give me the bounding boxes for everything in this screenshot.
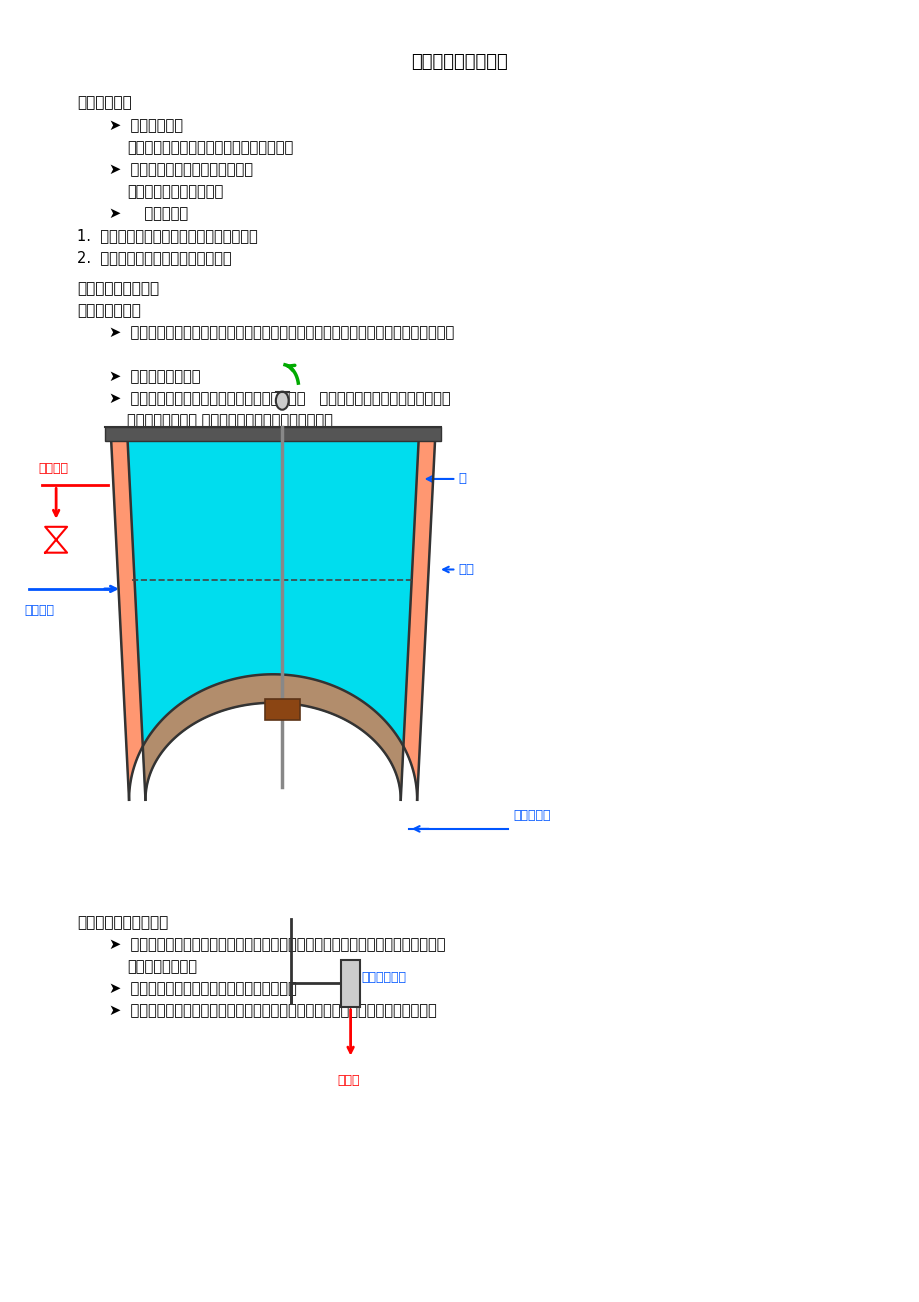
Polygon shape [110,434,435,799]
Text: ➤  优点：结构简单。: ➤ 优点：结构简单。 [108,368,200,384]
Circle shape [276,392,289,410]
Text: 加热蒸气: 加热蒸气 [38,462,68,475]
Text: ➤  结构：夹套式换热器主要用于反应过程的加热或冷却，是在容器外壁安装夹套制成。: ➤ 结构：夹套式换热器主要用于反应过程的加热或冷却，是在容器外壁安装夹套制成。 [108,326,454,340]
Text: 冷凝水出口: 冷凝水出口 [512,810,550,823]
Text: 换热器的分类: 换热器的分类 [77,95,131,109]
Text: 加热器、冷却器、冷凝器、蒸发器和再沸器: 加热器、冷却器、冷凝器、蒸发器和再沸器 [127,141,293,155]
Bar [341,960,359,1006]
Polygon shape [127,434,418,799]
Text: 换热器的结构和分类: 换热器的结构和分类 [411,53,508,72]
Text: ➤  结构：这种换热器多以金属管子绕成，或制成各种与容器相适应的情况，并沉浸在: ➤ 结构：这种换热器多以金属管子绕成，或制成各种与容器相适应的情况，并沉浸在 [108,937,445,952]
Text: ➤  按冷热流体热量交换方式分类：: ➤ 按冷热流体热量交换方式分类： [108,161,253,177]
Text: 一、夹套换热器: 一、夹套换热器 [77,303,141,318]
Bar [265,699,300,720]
Text: 釜: 釜 [458,473,466,486]
Text: ➤     主要内容：: ➤ 主要内容： [108,206,187,221]
Text: 冷凝水排除器: 冷凝水排除器 [361,970,406,983]
Text: 1.  根据工艺要求，选择适当的换热器类型；: 1. 根据工艺要求，选择适当的换热器类型； [77,228,257,243]
Text: 均匀，可在釜内安 装搅拌器。也可在釜内安装蛇管。: 均匀，可在釜内安 装搅拌器。也可在釜内安装蛇管。 [127,413,333,428]
Text: 二、沉浸式蛇管换热器: 二、沉浸式蛇管换热器 [77,915,168,930]
Text: 冷凝水: 冷凝水 [336,1074,359,1087]
Text: 混合式、蓄热式和间壁式: 混合式、蓄热式和间壁式 [127,184,223,199]
Text: ➤  缺点：由于容器体积比管子的体积大得多，因此管外流体的表面传热系数较小。: ➤ 缺点：由于容器体积比管子的体积大得多，因此管外流体的表面传热系数较小。 [108,1003,437,1018]
Bar [106,427,440,441]
Text: 2.  通过计算选择合适的换热器规格。: 2. 通过计算选择合适的换热器规格。 [77,250,232,266]
Text: 容器内的液体中。: 容器内的液体中。 [127,958,197,974]
Text: 间壁式换热器的类型: 间壁式换热器的类型 [77,281,159,296]
Text: ➤  按用途分类：: ➤ 按用途分类： [108,118,183,133]
Text: ➤  缺点：传热面受容器壁面限制，传热系数小。   为提高传热系数且使釜内液体受热: ➤ 缺点：传热面受容器壁面限制，传热系数小。 为提高传热系数且使釜内液体受热 [108,391,450,406]
Text: 夹套: 夹套 [458,562,473,575]
Text: ➤  优点：结构简单，便于防腐，能承受高压。: ➤ 优点：结构简单，便于防腐，能承受高压。 [108,980,297,996]
Text: 蒸气进口: 蒸气进口 [24,604,54,617]
